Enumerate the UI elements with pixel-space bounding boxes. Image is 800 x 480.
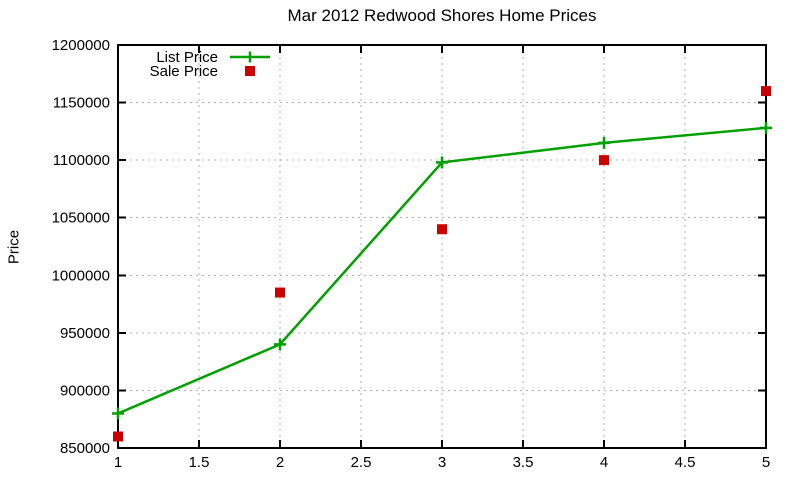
x-tick-label: 3 xyxy=(438,454,446,471)
y-tick-label: 950000 xyxy=(60,325,110,342)
legend-item-sale-price: Sale Price xyxy=(68,62,272,80)
square-marker-icon xyxy=(245,66,255,76)
legend-label-sale-price: Sale Price xyxy=(149,62,218,80)
sale-price-square-marker xyxy=(113,431,123,442)
plot-border xyxy=(117,44,767,449)
y-tick-label: 900000 xyxy=(60,382,110,399)
x-tick-label: 5 xyxy=(762,454,770,471)
x-tick-label: 1 xyxy=(114,454,122,471)
sale-price-square-marker xyxy=(761,86,771,97)
y-tick-label: 1150000 xyxy=(53,95,110,112)
legend-item-list-price: List Price xyxy=(68,48,272,66)
sale-price-square-marker xyxy=(437,224,447,235)
x-tick-label: 4.5 xyxy=(675,454,696,471)
y-tick-label: 1050000 xyxy=(52,210,110,227)
line-plus-marker-icon xyxy=(230,51,270,63)
y-tick-label: 1200000 xyxy=(52,37,110,54)
x-tick-label: 1.5 xyxy=(189,454,210,471)
legend-label-list-price: List Price xyxy=(156,48,218,66)
y-tick-label: 1100000 xyxy=(53,152,110,169)
x-tick-label: 2.5 xyxy=(351,454,372,471)
x-tick-label: 2 xyxy=(276,454,284,471)
y-tick-label: 850000 xyxy=(60,440,110,457)
y-tick-label: 1000000 xyxy=(52,267,110,284)
x-tick-label: 3.5 xyxy=(513,454,534,471)
sale-price-square-marker xyxy=(599,155,609,166)
chart-title: Mar 2012 Redwood Shores Home Prices xyxy=(287,6,597,25)
legend: List Price Sale Price xyxy=(68,48,272,80)
x-tick-label: 4 xyxy=(600,454,608,471)
sale-price-square-marker xyxy=(275,287,285,298)
